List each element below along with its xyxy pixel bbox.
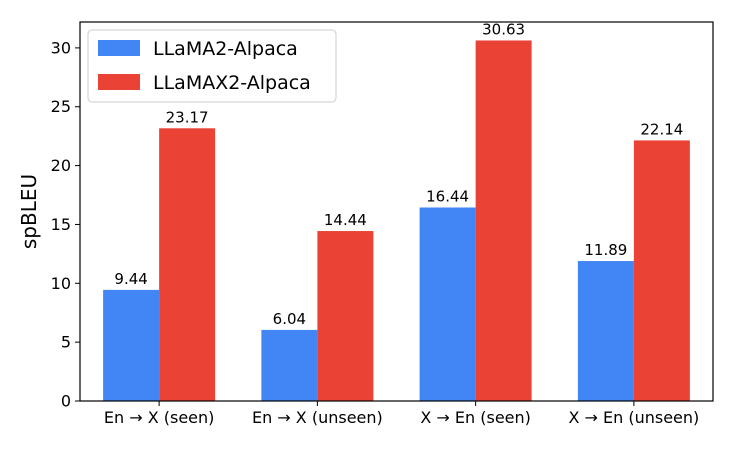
bars-group: [103, 40, 690, 402]
y-axis-ticks: 0 5 10 15 20 25 30: [51, 38, 80, 411]
data-label: 9.44: [114, 270, 147, 288]
x-tick-label: X → En (unseen): [568, 408, 699, 427]
y-tick-label: 20: [51, 156, 71, 175]
bar-llama2-2: [419, 207, 476, 401]
legend-box: [87, 29, 337, 103]
x-tick-label: En → X (seen): [104, 408, 215, 427]
x-tick-label: En → X (unseen): [252, 408, 383, 427]
data-label: 22.14: [640, 120, 683, 138]
y-tick-label: 0: [61, 392, 71, 411]
bar-llama2-0: [103, 289, 160, 401]
data-label: 11.89: [584, 241, 627, 259]
data-label: 16.44: [426, 187, 469, 205]
y-tick-label: 10: [51, 274, 71, 293]
y-tick-label: 30: [51, 38, 71, 57]
y-tick-label: 5: [61, 333, 71, 352]
bar-llamax2-0: [159, 128, 216, 401]
legend-entry-label: LLaMA2-Alpaca: [153, 38, 298, 60]
bar-llamax2-3: [633, 140, 690, 401]
y-axis-title: spBLEU: [17, 174, 41, 249]
data-label: 23.17: [166, 108, 209, 126]
bar-llama2-1: [261, 329, 318, 401]
data-label: 30.63: [482, 20, 525, 38]
x-axis-ticks: En → X (seen) En → X (unseen) X → En (seen…: [104, 401, 699, 427]
data-label: 14.44: [324, 211, 367, 229]
legend-entry-label: LLaMAX2-Alpaca: [153, 72, 311, 94]
plot-frame: [79, 21, 714, 402]
bar-llamax2-1: [317, 231, 374, 401]
bar-llama2-3: [577, 261, 634, 401]
data-labels-group: 9.44 23.17 6.04 14.44 16.44 30.63 11.89 22.14: [114, 20, 683, 327]
legend-swatch: [98, 40, 140, 56]
legend: LLaMA2-Alpaca LLaMAX2-Alpaca: [87, 29, 337, 103]
legend-swatch: [98, 74, 140, 90]
x-tick-label: X → En (seen): [420, 408, 531, 427]
y-tick-label: 15: [51, 215, 71, 234]
data-label: 6.04: [273, 310, 306, 328]
y-tick-label: 25: [51, 97, 71, 116]
bar-llamax2-2: [475, 40, 532, 402]
